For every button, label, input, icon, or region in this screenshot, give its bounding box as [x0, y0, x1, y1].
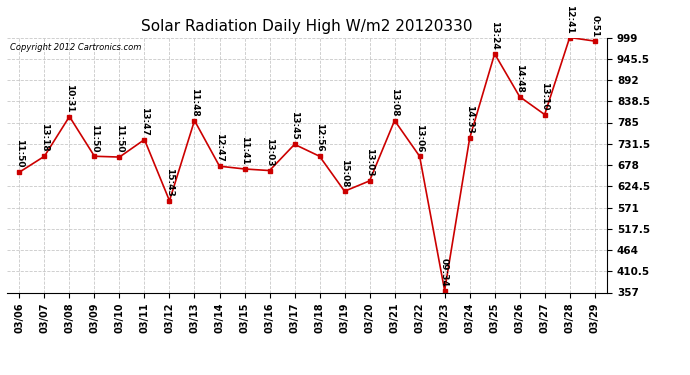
Text: 13:08: 13:08: [390, 88, 399, 116]
Text: 0:51: 0:51: [590, 15, 599, 37]
Text: 13:47: 13:47: [140, 106, 149, 135]
Text: 11:50: 11:50: [115, 124, 124, 153]
Text: 13:06: 13:06: [415, 124, 424, 152]
Text: 11:48: 11:48: [190, 88, 199, 116]
Text: 13:18: 13:18: [40, 123, 49, 152]
Text: 12:56: 12:56: [315, 123, 324, 152]
Text: 14:33: 14:33: [465, 105, 474, 134]
Title: Solar Radiation Daily High W/m2 20120330: Solar Radiation Daily High W/m2 20120330: [141, 18, 473, 33]
Text: 12:41: 12:41: [565, 4, 574, 33]
Text: 11:50: 11:50: [90, 124, 99, 152]
Text: 13:10: 13:10: [540, 82, 549, 110]
Text: 13:03: 13:03: [265, 138, 274, 166]
Text: 10:31: 10:31: [65, 84, 74, 112]
Text: 13:45: 13:45: [290, 111, 299, 140]
Text: 09:34: 09:34: [440, 258, 449, 286]
Text: 14:48: 14:48: [515, 64, 524, 93]
Text: 11:50: 11:50: [15, 140, 24, 168]
Text: Copyright 2012 Cartronics.com: Copyright 2012 Cartronics.com: [10, 43, 141, 52]
Text: 13:24: 13:24: [490, 21, 499, 50]
Text: 15:08: 15:08: [340, 159, 349, 187]
Text: 15:43: 15:43: [165, 168, 174, 196]
Text: 12:47: 12:47: [215, 133, 224, 162]
Text: 13:03: 13:03: [365, 148, 374, 177]
Text: 11:41: 11:41: [240, 136, 249, 165]
